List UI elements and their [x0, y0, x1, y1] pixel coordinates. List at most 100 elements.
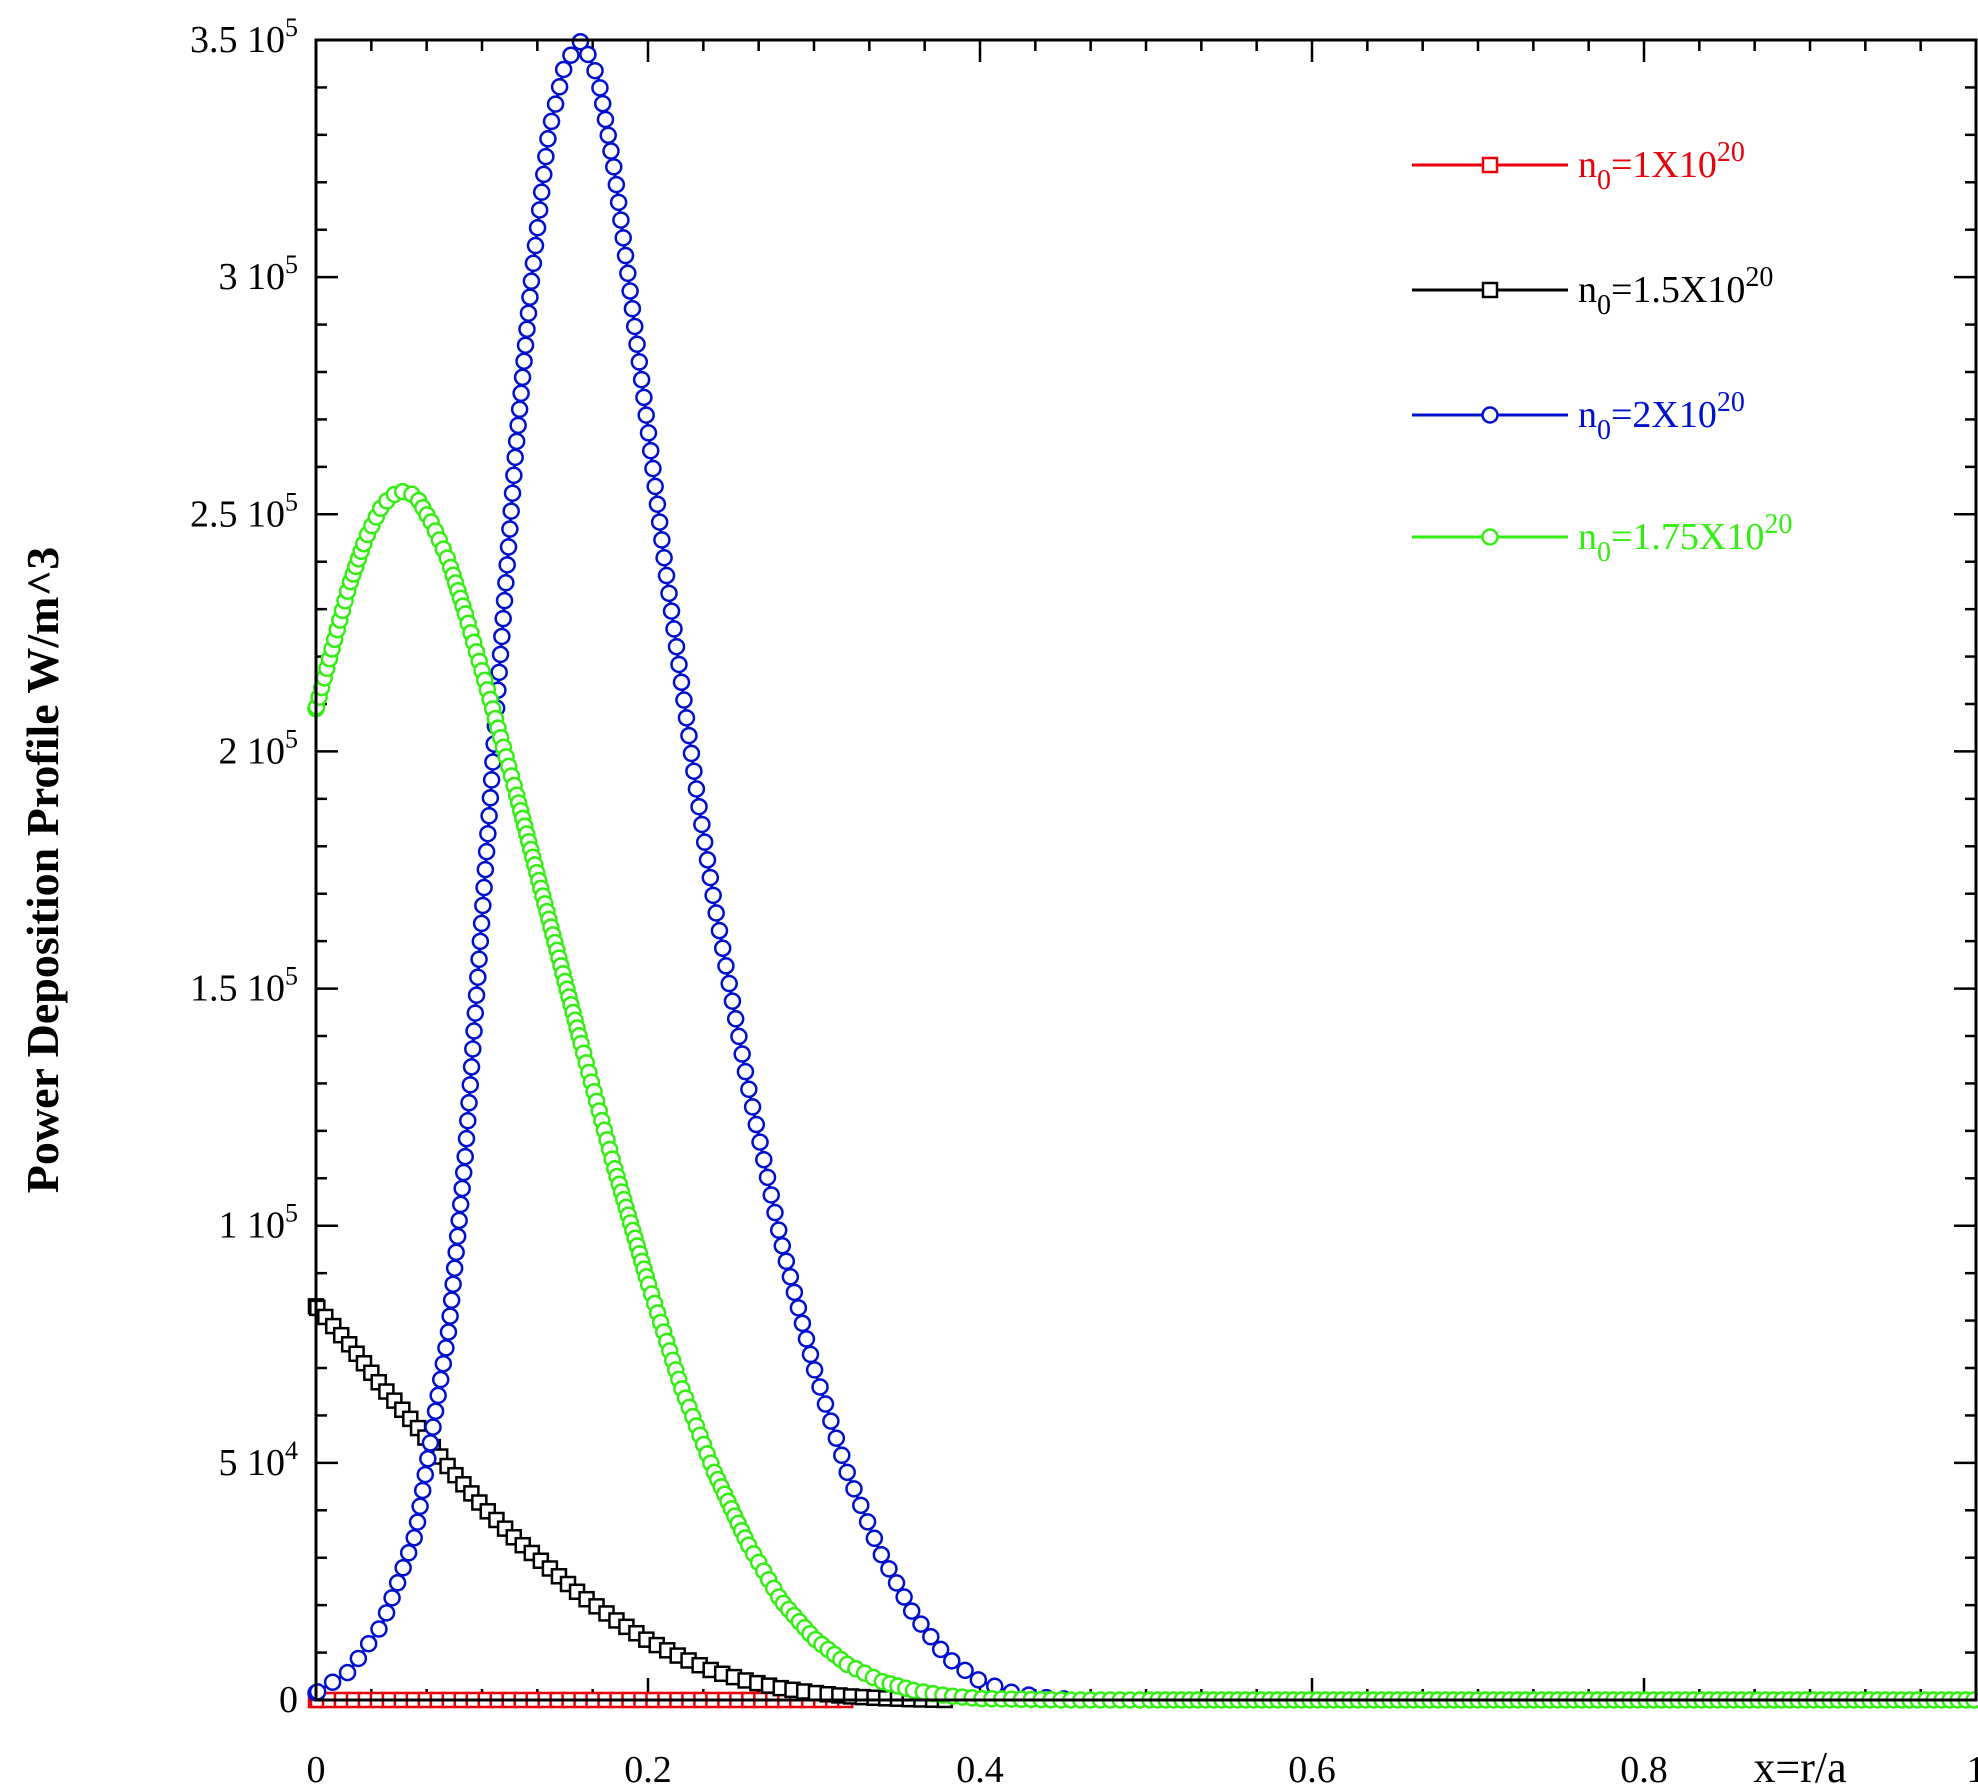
data-point [534, 185, 549, 200]
data-point [517, 354, 532, 369]
data-point [692, 799, 707, 814]
data-point [771, 1223, 786, 1238]
data-point [518, 338, 533, 353]
data-point [620, 266, 635, 281]
data-point [860, 1514, 875, 1529]
data-point [613, 213, 628, 228]
data-point [310, 1684, 325, 1699]
data-point [475, 898, 490, 913]
data-point [834, 1448, 849, 1463]
data-point [709, 905, 724, 920]
data-point [958, 1663, 973, 1678]
data-point [552, 79, 567, 94]
data-point [526, 256, 541, 271]
data-point [524, 274, 539, 289]
data-point [636, 390, 651, 405]
data-point [520, 322, 535, 337]
data-point [779, 1254, 794, 1269]
data-point [536, 167, 551, 182]
data-point [745, 1099, 760, 1114]
data-point [501, 539, 516, 554]
data-point [511, 418, 526, 433]
legend-entry: n0=1.5X1020 [1412, 262, 1773, 321]
data-point [700, 852, 715, 867]
data-point [361, 1636, 376, 1651]
data-point [735, 1047, 750, 1062]
x-tick-label: 0 [307, 1749, 326, 1787]
data-point [449, 1245, 464, 1260]
data-point [634, 372, 649, 387]
data-point [609, 177, 624, 192]
data-point [548, 97, 563, 112]
data-point [669, 639, 684, 654]
data-point [514, 386, 529, 401]
data-point [764, 1187, 779, 1202]
data-point [627, 319, 642, 334]
data-point [679, 710, 694, 725]
data-point [706, 888, 721, 903]
data-point [447, 1261, 462, 1276]
data-point [595, 96, 610, 111]
series-3 [309, 484, 1978, 1707]
data-point [467, 1024, 482, 1039]
legend-marker [1483, 530, 1498, 545]
legend-entry: n0=2X1020 [1412, 387, 1745, 446]
legend-label: n0=1X1020 [1578, 137, 1745, 196]
data-point [509, 434, 524, 449]
x-tick-label: 0.8 [1620, 1749, 1668, 1787]
data-point [667, 621, 682, 636]
legend-marker [1483, 158, 1497, 172]
data-point [563, 48, 578, 63]
data-point [632, 354, 647, 369]
data-point [645, 461, 660, 476]
data-point [639, 408, 654, 423]
series-2 [309, 34, 1080, 1706]
data-point [795, 1316, 810, 1331]
data-point [512, 402, 527, 417]
y-tick-label: 1 105 [219, 1199, 299, 1247]
data-point [725, 994, 740, 1009]
data-point [325, 1675, 340, 1690]
data-point [689, 781, 704, 796]
data-point [385, 1590, 400, 1605]
data-point [418, 1467, 433, 1482]
data-point [390, 1575, 405, 1590]
data-point [506, 468, 521, 483]
y-tick-label: 3 105 [219, 250, 299, 298]
data-point [351, 1651, 366, 1666]
data-point [799, 1331, 814, 1346]
data-point [522, 290, 537, 305]
data-point [803, 1347, 818, 1362]
data-point [492, 665, 507, 680]
data-point [722, 976, 737, 991]
data-point [479, 844, 494, 859]
data-point [468, 1006, 483, 1021]
data-point [944, 1653, 959, 1668]
y-axis-label: Power Deposition Profile W/m^3 [17, 547, 68, 1193]
x-tick-label: 0.6 [1288, 1749, 1336, 1787]
data-point [659, 568, 674, 583]
data-point [611, 195, 626, 210]
data-point [738, 1064, 753, 1079]
data-point [556, 62, 571, 77]
data-point [681, 728, 696, 743]
data-point [371, 1622, 386, 1637]
data-point [480, 826, 495, 841]
data-point [450, 1229, 465, 1244]
data-point [428, 1404, 443, 1419]
data-point [540, 131, 555, 146]
data-point [818, 1397, 833, 1412]
data-point [463, 1077, 478, 1092]
legend-marker [1483, 283, 1497, 297]
data-point [498, 575, 513, 590]
data-point [889, 1575, 904, 1590]
data-point [505, 486, 520, 501]
data-point [728, 1011, 743, 1026]
y-tick-label: 1.5 105 [190, 962, 298, 1010]
data-point [741, 1082, 756, 1097]
data-point [881, 1561, 896, 1576]
data-point [813, 1379, 828, 1394]
data-point [625, 301, 640, 316]
data-point [460, 1113, 475, 1128]
